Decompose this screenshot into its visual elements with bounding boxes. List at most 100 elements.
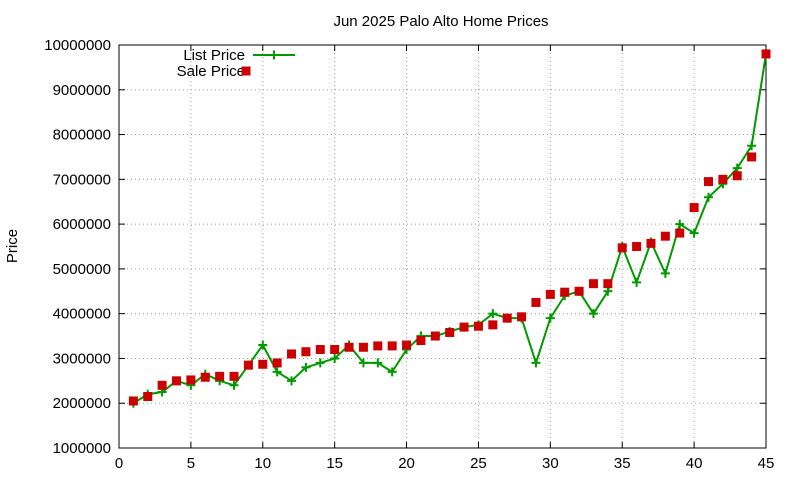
data-point: [718, 174, 728, 184]
y-tick-label: 5000000: [53, 261, 111, 278]
data-point: [531, 297, 541, 307]
data-point: [617, 243, 627, 253]
data-point: [430, 331, 440, 341]
data-point: [387, 367, 397, 377]
data-point: [646, 238, 656, 248]
data-point: [689, 228, 699, 238]
y-tick-label: 6000000: [53, 216, 111, 233]
x-tick-label: 10: [254, 455, 271, 472]
data-point: [747, 152, 757, 162]
data-point: [632, 242, 642, 251]
chart-title: Jun 2025 Palo Alto Home Prices: [333, 13, 548, 30]
data-point: [258, 340, 268, 350]
data-point: [502, 313, 512, 323]
data-point: [660, 231, 670, 241]
data-point: [560, 287, 570, 297]
axes: 0 5 10 15 20 25 30 35 40 45 1000000 2000000 3000000 4…: [44, 37, 774, 472]
data-point: [229, 371, 239, 381]
data-point: [128, 396, 138, 406]
data-point: [358, 358, 368, 368]
x-tick-label: 25: [470, 455, 487, 472]
y-tick-label: 9000000: [53, 82, 111, 99]
legend-label: Sale Price: [177, 63, 245, 80]
data-point: [445, 327, 455, 337]
data-point: [373, 358, 383, 368]
data-point: [315, 358, 325, 368]
data-point: [272, 367, 282, 377]
data-point: [215, 371, 225, 381]
data-point: [588, 279, 598, 289]
data-point: [574, 286, 584, 296]
data-point: [747, 141, 757, 151]
x-tick-label: 15: [326, 455, 343, 472]
data-point: [258, 359, 268, 369]
data-point: [387, 341, 397, 351]
data-point: [517, 312, 527, 322]
x-tick-label: 0: [115, 455, 123, 472]
data-point: [761, 49, 771, 59]
data-point: [689, 203, 699, 213]
data-point: [675, 219, 685, 229]
data-point: [732, 163, 742, 173]
data-point: [373, 341, 383, 351]
legend-marker: [269, 50, 279, 60]
data-point: [732, 171, 742, 181]
data-point: [473, 321, 483, 331]
data-point: [200, 372, 210, 382]
data-point: [531, 358, 541, 368]
data-point: [272, 358, 282, 368]
data-point: [703, 192, 713, 202]
x-tick-label: 40: [686, 455, 703, 472]
x-tick-label: 30: [542, 455, 559, 472]
data-point: [330, 344, 340, 354]
data-point: [186, 375, 196, 385]
x-tick-label: 20: [398, 455, 415, 472]
y-tick-label: 1000000: [53, 440, 111, 457]
data-point: [675, 228, 685, 238]
data-point: [588, 309, 598, 319]
x-tick-label: 5: [187, 455, 195, 472]
data-point: [287, 349, 297, 359]
y-tick-label: 8000000: [53, 127, 111, 144]
data-point: [603, 279, 613, 289]
plot-frame: [118, 44, 767, 449]
data-point: [603, 286, 613, 296]
y-tick-label: 10000000: [44, 37, 111, 54]
y-tick-label: 4000000: [53, 306, 111, 323]
data-point: [488, 309, 498, 319]
data-point: [703, 177, 713, 187]
data-point: [402, 340, 412, 350]
data-point: [301, 362, 311, 372]
data-point: [229, 380, 239, 390]
data-point: [545, 313, 555, 323]
data-point: [157, 380, 167, 390]
x-tick-label: 45: [758, 455, 775, 472]
data-point: [358, 342, 368, 352]
series-marks: [128, 49, 771, 408]
legend-marker: [241, 66, 251, 76]
data-point: [459, 322, 469, 332]
data-point: [315, 344, 325, 354]
data-point: [416, 336, 426, 346]
data-point: [330, 353, 340, 363]
data-point: [488, 320, 498, 330]
data-point: [172, 376, 182, 386]
data-point: [301, 347, 311, 357]
data-point: [545, 289, 555, 299]
y-tick-label: 7000000: [53, 171, 111, 188]
x-tick-label: 35: [614, 455, 631, 472]
data-point: [143, 392, 153, 402]
y-tick-label: 2000000: [53, 395, 111, 412]
y-tick-label: 3000000: [53, 350, 111, 367]
data-point: [344, 342, 354, 352]
series-sale-price: [128, 49, 771, 406]
legend-label: List Price: [183, 47, 245, 64]
data-point: [660, 268, 670, 278]
data-point: [632, 277, 642, 287]
data-point: [243, 360, 253, 370]
data-point: [287, 376, 297, 386]
y-axis-label: Price: [4, 229, 21, 263]
